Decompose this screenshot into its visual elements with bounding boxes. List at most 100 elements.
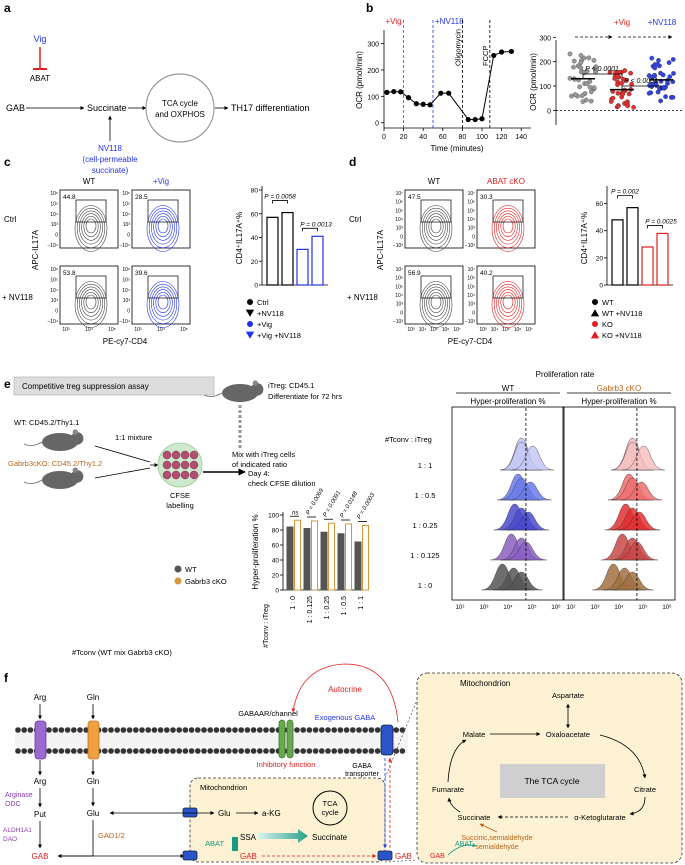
lipid <box>133 748 139 754</box>
ocr-point <box>499 49 505 55</box>
contour <box>81 289 101 317</box>
x-tick-label: 10³ <box>480 605 489 611</box>
lipid <box>83 727 89 733</box>
contour <box>153 289 173 317</box>
flow-tick: 10⁶ <box>122 191 130 197</box>
legend-label: WT <box>602 298 614 307</box>
label: Put <box>34 810 47 819</box>
flow-tick: 10³ <box>123 298 131 304</box>
flow-tick: 10³ <box>396 226 404 232</box>
label: NV118 <box>98 144 122 153</box>
ocr-point <box>427 102 433 108</box>
cloud-dot <box>647 83 652 88</box>
abat-arrow <box>232 837 238 851</box>
lipid <box>151 727 158 733</box>
lipid <box>77 748 83 754</box>
contour <box>83 216 99 238</box>
gate <box>147 199 179 223</box>
row-label: 1 : 0.5 <box>415 491 436 500</box>
contour <box>157 218 169 234</box>
cloud-dot <box>567 51 573 57</box>
legend-marker <box>247 321 253 327</box>
gate-value: 39.6 <box>135 270 148 277</box>
gate <box>75 199 107 223</box>
flow-tick: 10⁵ <box>50 201 58 207</box>
row-label: 1 : 0.125 <box>410 551 439 560</box>
label: Hyper-proliferation % <box>470 397 545 406</box>
cloud-dot <box>580 99 586 104</box>
lipid <box>21 748 28 754</box>
lipid <box>27 748 34 754</box>
y-tick-label: 20 <box>596 255 604 262</box>
label: Mitochondrion <box>200 783 247 792</box>
x-tick-label: 1 : 0 <box>290 596 297 610</box>
y-tick-label: 60 <box>596 201 604 208</box>
cell <box>162 450 172 460</box>
cloud-dot <box>652 65 658 71</box>
label: SSA <box>240 833 257 842</box>
ocr-line <box>386 50 512 121</box>
panel-label: f <box>4 671 9 685</box>
flow-tick: 10⁷ <box>525 327 533 333</box>
label: cycle <box>321 808 338 817</box>
lipid <box>300 748 307 754</box>
lipid <box>368 727 375 733</box>
contour <box>79 286 103 321</box>
label: ODC <box>5 801 21 808</box>
bar <box>294 519 301 591</box>
lipid <box>343 748 350 754</box>
flow-tick: 0 <box>55 309 58 315</box>
lipid <box>319 748 325 754</box>
label: Succinate <box>312 833 348 842</box>
cell <box>162 460 172 470</box>
legend-marker <box>590 331 600 339</box>
panel-label: c <box>4 155 11 169</box>
mouse-head <box>70 432 84 445</box>
flow-plot <box>59 189 119 249</box>
ocr-point <box>465 116 471 123</box>
cloud-dot <box>571 58 577 64</box>
lipid <box>64 748 71 754</box>
flow-tick: 10⁵ <box>122 277 130 283</box>
contour <box>421 207 451 249</box>
line <box>94 445 151 463</box>
label: of indicated ratio <box>232 460 287 469</box>
flow-tick: 10⁶ <box>122 267 130 273</box>
bar <box>311 235 324 286</box>
mouse-head <box>70 470 84 483</box>
y-tick-label: 200 <box>367 68 379 75</box>
flow-tick: 10⁷ <box>468 267 476 273</box>
gate-value: 28.5 <box>135 194 148 201</box>
contour <box>424 286 448 321</box>
flow-tick: −10³ <box>465 319 475 325</box>
ocr-point <box>508 48 514 55</box>
bar <box>656 232 669 286</box>
lipid <box>102 748 108 754</box>
lipid <box>263 748 269 754</box>
ocr-point <box>405 95 412 101</box>
label: GAB <box>32 852 49 861</box>
legend-marker <box>245 331 255 339</box>
x-tick-label: 100 <box>476 134 488 141</box>
cell <box>189 460 199 470</box>
lipid <box>219 748 226 754</box>
lipid <box>46 727 52 733</box>
contour <box>428 216 444 238</box>
lipid <box>374 748 381 754</box>
panel-label: b <box>366 1 373 15</box>
bracket <box>302 227 318 232</box>
x-tick-label: 10⁴ <box>614 604 624 611</box>
legend-label: WT <box>185 565 197 574</box>
histogram <box>611 571 654 591</box>
lipid <box>126 748 133 754</box>
histogram <box>622 445 665 471</box>
flow-tick: 10⁴ <box>122 212 130 218</box>
lipid <box>319 727 325 733</box>
lipid <box>257 727 263 733</box>
x-tick-label: 0 <box>382 134 386 141</box>
label: WT <box>428 177 441 186</box>
label: Ctrl <box>4 215 17 224</box>
lipid <box>312 727 319 733</box>
y-tick-label: 100 <box>268 513 279 520</box>
